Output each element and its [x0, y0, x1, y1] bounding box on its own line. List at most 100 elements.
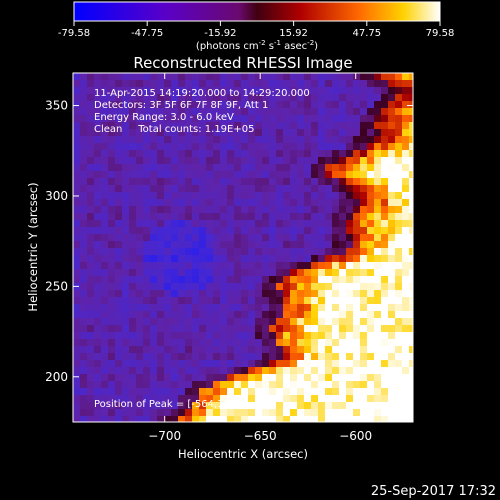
heatmap-cell	[360, 332, 368, 340]
heatmap-cell	[199, 283, 207, 291]
heatmap-cell	[304, 94, 312, 102]
heatmap-cell	[304, 297, 312, 305]
heatmap-cell	[213, 297, 221, 305]
heatmap-cell	[185, 185, 193, 193]
heatmap-cell	[115, 129, 123, 137]
heatmap-cell	[332, 388, 340, 396]
heatmap-cell	[241, 101, 249, 109]
heatmap-cell	[164, 136, 172, 144]
heatmap-cell	[122, 290, 130, 298]
heatmap-cell	[220, 157, 228, 165]
heatmap-cell	[101, 353, 109, 361]
heatmap-cell	[199, 381, 207, 389]
heatmap-cell	[318, 150, 326, 158]
heatmap-cell	[332, 332, 340, 340]
heatmap-cell	[73, 178, 81, 186]
heatmap-cell	[353, 94, 361, 102]
heatmap-cell	[297, 241, 305, 249]
colorbar-tick-label: 15.92	[279, 28, 308, 39]
heatmap-cell	[325, 409, 333, 417]
heatmap-cell	[388, 262, 396, 270]
heatmap-cell	[276, 360, 284, 368]
heatmap-cell	[192, 353, 200, 361]
heatmap-cell	[402, 297, 410, 305]
heatmap-cell	[339, 367, 347, 375]
heatmap-cell	[374, 150, 382, 158]
heatmap-cell	[360, 143, 368, 151]
heatmap-cell	[80, 199, 88, 207]
heatmap-cell	[353, 297, 361, 305]
heatmap-cell	[206, 318, 214, 326]
heatmap-cell	[136, 346, 144, 354]
heatmap-cell	[402, 367, 410, 375]
heatmap-cell	[171, 115, 179, 123]
heatmap-cell	[346, 262, 354, 270]
heatmap-cell	[220, 290, 228, 298]
heatmap-cell	[360, 213, 368, 221]
heatmap-cell	[192, 115, 200, 123]
heatmap-cell	[157, 269, 165, 277]
heatmap-cell	[311, 395, 319, 403]
heatmap-cell	[178, 332, 186, 340]
heatmap-cell	[297, 122, 305, 130]
heatmap-cell	[234, 73, 242, 81]
heatmap-cell	[80, 192, 88, 200]
heatmap-cell	[94, 241, 102, 249]
heatmap-cell	[80, 283, 88, 291]
heatmap-cell	[402, 234, 410, 242]
heatmap-cell	[101, 388, 109, 396]
heatmap-cell	[80, 290, 88, 298]
heatmap-cell	[248, 381, 256, 389]
heatmap-cell	[276, 206, 284, 214]
heatmap-cell	[290, 332, 298, 340]
heatmap-cell	[108, 381, 116, 389]
heatmap-cell	[402, 101, 410, 109]
heatmap-cell	[129, 150, 137, 158]
heatmap-cell	[283, 346, 291, 354]
heatmap-cell	[192, 276, 200, 284]
heatmap-cell	[248, 108, 256, 116]
heatmap-cell	[381, 213, 389, 221]
heatmap-cell	[115, 395, 123, 403]
heatmap-cell	[395, 283, 403, 291]
heatmap-cell	[262, 395, 270, 403]
heatmap-cell	[157, 129, 165, 137]
heatmap-cell	[171, 290, 179, 298]
heatmap-cell	[304, 360, 312, 368]
heatmap-cell	[325, 381, 333, 389]
heatmap-cell	[269, 402, 277, 410]
heatmap-cell	[129, 416, 137, 422]
heatmap-cell	[199, 143, 207, 151]
heatmap-cell	[115, 206, 123, 214]
heatmap-cell	[150, 346, 158, 354]
heatmap-cell	[206, 241, 214, 249]
heatmap-cell	[241, 115, 249, 123]
heatmap-cell	[325, 178, 333, 186]
heatmap-cell	[73, 206, 81, 214]
heatmap-cell	[255, 199, 263, 207]
heatmap-cell	[304, 80, 312, 88]
heatmap-cell	[199, 374, 207, 382]
heatmap-cell	[227, 94, 235, 102]
heatmap-cell	[199, 87, 207, 95]
heatmap-cell	[234, 283, 242, 291]
heatmap-cell	[332, 150, 340, 158]
heatmap-cell	[388, 402, 396, 410]
colorbar-tick-label: 47.75	[352, 28, 381, 39]
heatmap-cell	[227, 136, 235, 144]
heatmap-cell	[367, 150, 375, 158]
heatmap-cell	[353, 73, 361, 81]
heatmap-cell	[241, 304, 249, 312]
heatmap-cell	[115, 409, 123, 417]
heatmap-cell	[213, 101, 221, 109]
heatmap-cell	[367, 234, 375, 242]
heatmap-cell	[332, 402, 340, 410]
heatmap-cell	[262, 276, 270, 284]
heatmap-cell	[206, 381, 214, 389]
heatmap-cell	[122, 318, 130, 326]
colorbar-tick-label: -47.75	[131, 28, 163, 39]
heatmap-cell	[283, 164, 291, 172]
heatmap-cell	[227, 122, 235, 130]
heatmap-cell	[227, 255, 235, 263]
heatmap-cell	[388, 276, 396, 284]
